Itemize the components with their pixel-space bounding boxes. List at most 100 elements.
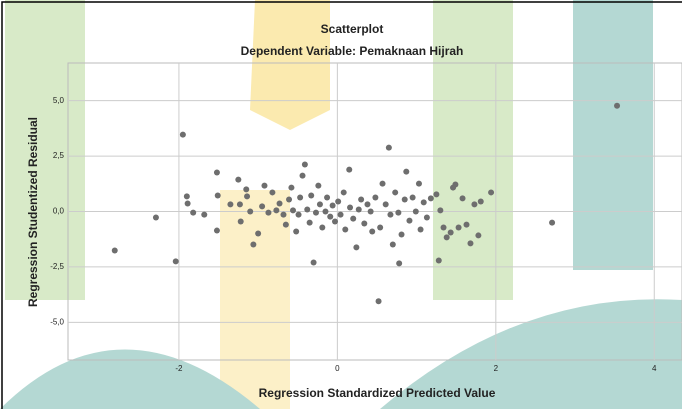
point — [355, 206, 362, 213]
point — [236, 201, 243, 208]
point — [369, 228, 376, 235]
point — [265, 209, 272, 216]
point — [331, 218, 338, 225]
point — [316, 201, 323, 208]
point — [340, 189, 347, 196]
point — [447, 229, 454, 236]
point — [237, 218, 244, 225]
point — [377, 224, 384, 231]
point — [398, 231, 405, 238]
point — [412, 208, 419, 215]
point — [111, 247, 118, 254]
point — [227, 201, 234, 208]
point — [372, 194, 379, 201]
point — [329, 202, 336, 209]
point — [477, 198, 484, 205]
point — [214, 192, 221, 199]
point — [395, 209, 402, 216]
point — [247, 208, 254, 215]
point — [389, 241, 396, 248]
point — [235, 176, 242, 183]
point — [443, 234, 450, 241]
point — [319, 224, 326, 231]
point — [308, 192, 315, 199]
point — [367, 208, 374, 215]
point — [350, 215, 357, 222]
point — [243, 186, 250, 193]
x-axis-label: Regression Standardized Predicted Value — [259, 386, 496, 400]
point — [304, 206, 311, 213]
chart-subtitle: Dependent Variable: Pemaknaan Hijrah — [241, 44, 464, 58]
point — [614, 102, 621, 109]
point — [346, 166, 353, 173]
point — [437, 207, 444, 214]
point — [301, 161, 308, 168]
point — [463, 221, 470, 228]
point — [459, 195, 466, 202]
point — [427, 195, 434, 202]
point — [361, 220, 368, 227]
point — [415, 180, 422, 187]
point — [403, 168, 410, 175]
point — [183, 193, 190, 200]
y-tick-label: 2,5 — [53, 151, 65, 160]
point — [353, 244, 360, 251]
point — [455, 224, 462, 231]
y-tick-label: 5,0 — [53, 96, 65, 105]
y-axis-label: Regression Studentized Residual — [26, 117, 40, 307]
point — [201, 211, 208, 218]
point — [475, 232, 482, 239]
point — [452, 181, 459, 188]
point — [382, 201, 389, 208]
point — [184, 200, 191, 207]
point — [488, 189, 495, 196]
point — [335, 198, 342, 205]
x-tick-label: 2 — [494, 364, 499, 373]
point — [273, 207, 280, 214]
point — [435, 257, 442, 264]
chart-title: Scatterplot — [321, 22, 384, 36]
point — [387, 211, 394, 218]
point — [423, 214, 430, 221]
point — [213, 227, 220, 234]
point — [322, 208, 329, 215]
point — [347, 204, 354, 211]
point — [401, 196, 408, 203]
x-tick-label: -2 — [175, 364, 183, 373]
point — [269, 189, 276, 196]
point — [276, 200, 283, 207]
y-tick-label: 0,0 — [53, 207, 65, 216]
point — [259, 203, 266, 210]
point — [324, 194, 331, 201]
point — [280, 211, 287, 218]
point — [310, 259, 317, 266]
point — [312, 209, 319, 216]
x-tick-label: 0 — [335, 364, 340, 373]
point — [396, 260, 403, 267]
point — [306, 219, 313, 226]
point — [172, 258, 179, 265]
point — [255, 230, 262, 237]
point — [417, 226, 424, 233]
point — [342, 226, 349, 233]
point — [549, 219, 556, 226]
point — [337, 211, 344, 218]
point — [290, 207, 297, 214]
point — [440, 224, 447, 231]
point — [471, 201, 478, 208]
point — [179, 131, 186, 138]
point — [213, 169, 220, 176]
point — [467, 240, 474, 247]
point — [250, 241, 257, 248]
point — [409, 194, 416, 201]
point — [315, 182, 322, 189]
point — [358, 196, 365, 203]
point — [299, 172, 306, 179]
point — [379, 180, 386, 187]
point — [295, 211, 302, 218]
point — [406, 217, 413, 224]
point — [327, 213, 334, 220]
point — [190, 209, 197, 216]
